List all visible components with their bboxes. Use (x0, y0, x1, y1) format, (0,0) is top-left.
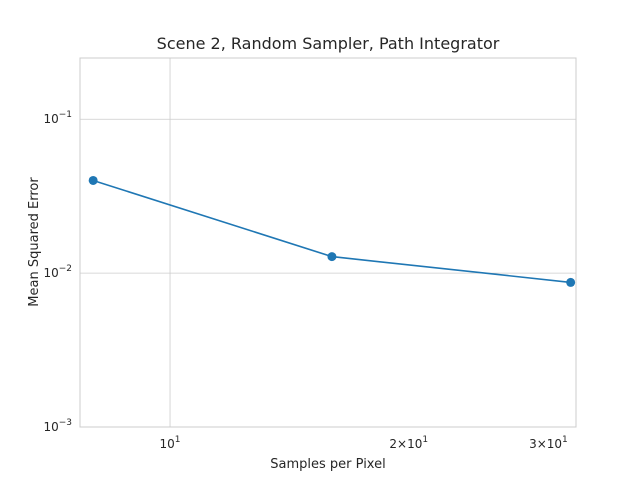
x-tick-label: 3×101 (529, 435, 568, 451)
x-tick-label: 101 (160, 435, 181, 451)
x-axis-label: Samples per Pixel (270, 457, 385, 472)
y-tick-label: 10−3 (43, 418, 72, 434)
y-tick-label: 10−1 (43, 110, 72, 126)
x-tick-label: 2×101 (389, 435, 428, 451)
x-axis-ticks: 101 2×101 3×101 (160, 435, 568, 451)
data-point (327, 252, 337, 262)
data-point (88, 175, 98, 185)
plot-frame (79, 57, 577, 428)
series-group (88, 175, 576, 287)
y-tick-label: 10−2 (43, 264, 72, 280)
grid (80, 58, 576, 428)
data-point (566, 277, 576, 287)
y-axis-ticks: 10−3 10−2 10−1 (43, 110, 72, 434)
series-line (92, 179, 571, 284)
chart-title: Scene 2, Random Sampler, Path Integrator (157, 34, 500, 53)
y-axis-label: Mean Squared Error (27, 177, 42, 307)
